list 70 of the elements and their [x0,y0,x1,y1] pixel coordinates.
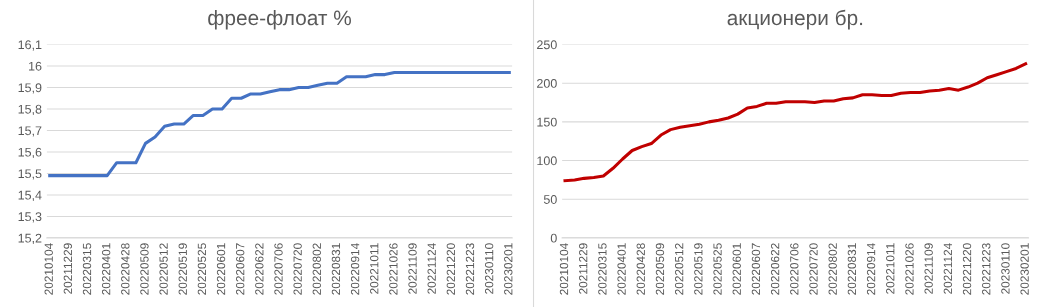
x-tick-label: 20220607 [751,243,761,295]
y-tick-label: 15,5 [18,169,42,180]
x-tick-label: 20221124 [427,243,436,294]
x-tick-label: 20221011 [370,243,379,294]
line-series [563,62,1028,183]
x-tick-label: 20220601 [216,243,226,295]
x-tick-label: 20220428 [121,243,130,295]
x-tick-label: 20220519 [694,243,703,295]
y-tick-label: 0 [550,233,557,243]
x-tick-label: 20221026 [905,243,914,295]
x-tick-label: 20211229 [579,243,588,294]
x-tick-label: 20220706 [274,243,283,295]
y-tick-label: 15,4 [18,190,42,202]
y-tick-label: 15,2 [18,233,42,245]
x-tick-label: 20220622 [255,243,264,295]
line-series [48,70,511,178]
x-tick-label: 20220720 [809,243,818,295]
x-tick-label: 20220315 [598,243,607,295]
y-tick-label: 15,6 [18,147,42,159]
x-tick-label: 20210104 [559,243,569,295]
x-tick-label: 20220607 [236,243,245,295]
x-tick-label: 20220401 [617,243,626,295]
y-tick-label: 16,1 [18,40,42,51]
x-tick-label: 20230201 [504,243,513,295]
x-tick-label: 20221223 [982,243,991,295]
y-tick-label: 15,3 [18,212,42,223]
x-tick-label: 20220720 [293,243,302,295]
y-tick-label: 16 [29,61,42,71]
x-tick-label: 20230110 [1001,243,1010,294]
x-tick-label: 20211229 [63,243,73,294]
x-tick-label: 20220401 [101,243,111,295]
x-tick-label: 20220509 [140,243,149,295]
y-tick-label: 15,8 [18,104,42,116]
x-tick-label: 20220914 [350,243,360,295]
x-tick-label: 20220622 [770,243,780,295]
x-tick-label: 20220601 [732,243,741,295]
x-tick-label: 20220914 [866,243,876,295]
x-tick-label: 20220512 [159,243,168,295]
x-tick-label: 20221109 [924,243,933,294]
x-tick-label: 20220509 [655,243,665,295]
x-tick-label: 20221026 [389,243,398,295]
x-tick-label: 20220706 [790,243,799,295]
x-tick-label: 20220831 [847,243,857,295]
chart-title: акционери бр. [727,9,863,30]
chart-title: фрее-флоат % [208,9,351,30]
x-tick-label: 20230201 [1020,243,1029,295]
x-tick-label: 20221220 [962,243,972,295]
x-tick-label: 20221011 [886,243,895,294]
x-tick-label: 20220512 [674,243,684,295]
x-tick-label: 20230110 [484,243,494,294]
y-tick-label: 15,9 [18,83,42,94]
x-tick-label: 20221124 [943,243,953,294]
x-tick-label: 20220802 [828,243,837,295]
y-tick-label: 150 [537,117,557,127]
x-tick-label: 20220525 [197,243,207,295]
y-tick-label: 200 [537,79,557,88]
x-tick-label: 20220831 [331,243,341,295]
y-tick-label: 50 [543,195,557,204]
y-tick-label: 250 [537,40,557,50]
x-tick-label: 20220315 [82,243,92,295]
x-tick-label: 20210104 [44,243,53,295]
x-tick-label: 20220802 [312,243,321,295]
x-tick-label: 20221223 [465,243,475,295]
x-tick-label: 20220519 [178,243,187,295]
x-tick-label: 20221220 [446,243,456,295]
y-tick-label: 100 [537,156,557,166]
x-tick-label: 20220428 [636,243,645,295]
y-tick-label: 15,7 [18,126,42,137]
x-tick-label: 20221109 [408,243,417,294]
x-tick-label: 20220525 [713,243,722,295]
